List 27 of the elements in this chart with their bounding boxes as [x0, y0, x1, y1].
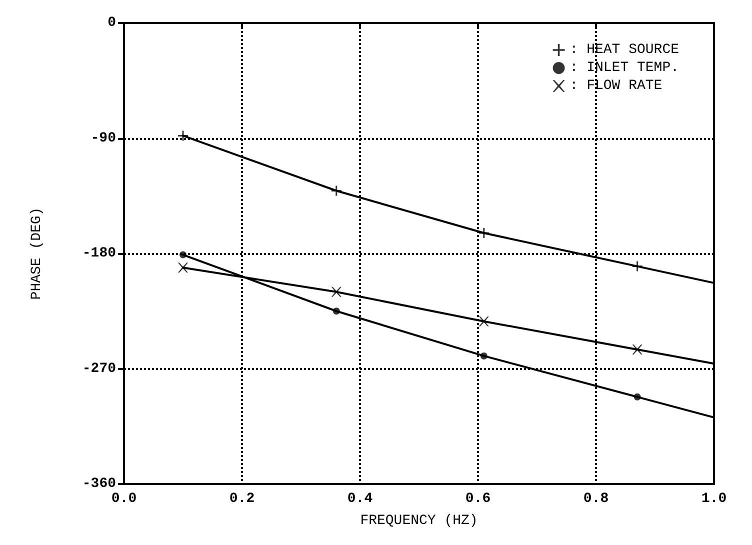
y-tick-label: 0 — [108, 15, 116, 31]
x-tick-label: 0.8 — [583, 491, 609, 507]
point — [178, 262, 188, 273]
x-axis-title: FREQUENCY (HZ) — [360, 513, 478, 529]
point — [331, 186, 342, 196]
legend-label: : INLET TEMP. — [570, 60, 679, 76]
point — [478, 316, 489, 326]
y-axis-title: PHASE (DEG) — [29, 207, 45, 300]
y-tick-label: -270 — [82, 360, 116, 377]
x-tick-label: 0.2 — [229, 491, 255, 507]
x-tick-label: 0.6 — [465, 491, 491, 507]
point — [480, 352, 488, 360]
point — [331, 286, 342, 297]
point — [178, 130, 188, 141]
y-tick-label: -90 — [90, 130, 116, 146]
point — [332, 308, 340, 315]
point — [478, 228, 489, 238]
point — [180, 251, 186, 258]
y-tick-label: -360 — [82, 476, 116, 492]
x-tick-label: 0.4 — [347, 491, 373, 507]
point — [632, 344, 642, 355]
legend-label: : FLOW RATE — [570, 78, 662, 94]
y-tick-label: -180 — [82, 246, 116, 262]
x-tick-label: 1.0 — [701, 491, 727, 507]
x-tick-label: 0.0 — [111, 491, 137, 507]
point — [632, 261, 642, 272]
point — [634, 393, 641, 400]
